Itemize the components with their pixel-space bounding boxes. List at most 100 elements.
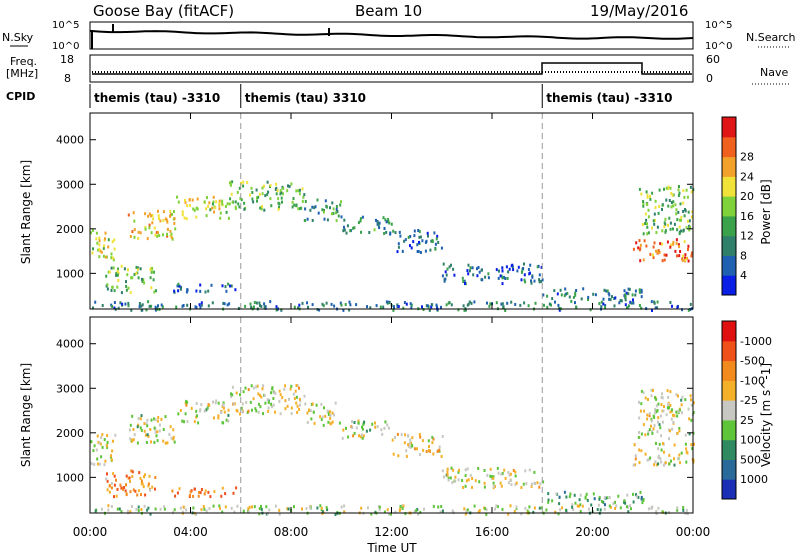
range-gate-cell <box>157 304 159 308</box>
range-gate-cell <box>653 218 656 222</box>
range-gate-cell <box>494 485 496 488</box>
range-gate-cell <box>215 200 218 204</box>
range-gate-cell <box>396 305 399 308</box>
range-gate-cell <box>504 277 507 280</box>
cpid-segment-label: themis (tau) 3310 <box>245 91 366 105</box>
range-gate-cell <box>179 506 182 510</box>
range-gate-cell <box>653 415 656 419</box>
range-gate-cell <box>298 386 300 390</box>
range-gate-cell <box>684 256 686 260</box>
range-gate-cell <box>119 301 122 305</box>
range-gate-cell <box>672 204 675 208</box>
range-gate-cell <box>131 414 134 418</box>
range-gate-cell <box>241 402 244 406</box>
range-gate-cell <box>676 228 679 232</box>
range-gate-cell <box>189 494 191 497</box>
range-gate-cell <box>685 508 688 512</box>
range-gate-cell <box>221 284 224 288</box>
range-gate-cell <box>218 504 221 508</box>
range-gate-cell <box>230 284 233 288</box>
range-gate-cell <box>323 217 326 221</box>
range-gate-cell <box>600 305 603 309</box>
range-gate-cell <box>346 224 349 228</box>
range-gate-cell <box>624 293 627 297</box>
range-gate-cell <box>421 439 424 443</box>
range-gate-cell <box>572 508 575 511</box>
range-gate-cell <box>533 279 536 283</box>
range-gate-cell <box>156 234 159 238</box>
range-gate-cell <box>481 278 484 282</box>
range-gate-cell <box>185 399 188 403</box>
range-gate-cell <box>195 409 198 413</box>
colorbar-tick-label: 100 <box>740 434 761 447</box>
range-gate-cell <box>546 305 549 309</box>
range-gate-cell <box>173 508 176 512</box>
colorbar-swatch <box>722 136 736 158</box>
range-gate-cell <box>587 298 589 301</box>
range-gate-cell <box>667 204 670 208</box>
range-gate-cell <box>203 492 206 496</box>
range-gate-cell <box>678 232 681 236</box>
range-gate-cell <box>137 236 140 240</box>
range-gate-cell <box>136 441 139 445</box>
range-gate-cell <box>93 463 96 466</box>
range-gate-cell <box>249 302 252 306</box>
range-gate-cell <box>222 406 225 410</box>
range-gate-cell <box>570 299 573 303</box>
range-gate-cell <box>399 234 402 238</box>
range-gate-cell <box>178 284 181 288</box>
range-gate-cell <box>484 275 487 279</box>
range-gate-cell <box>106 444 108 448</box>
range-gate-cell <box>154 418 157 422</box>
range-gate-cell <box>669 410 672 414</box>
range-gate-cell <box>603 507 606 511</box>
range-gate-cell <box>655 404 658 408</box>
range-gate-cell <box>514 470 517 474</box>
colorbar-tick-label: 25 <box>740 414 754 427</box>
range-gate-cell <box>279 189 282 193</box>
range-gate-cell <box>153 270 155 274</box>
range-gate-cell <box>264 194 267 198</box>
range-gate-cell <box>214 401 217 405</box>
range-gate-cell <box>579 509 582 513</box>
range-gate-cell <box>96 241 99 245</box>
noise-panel-frame <box>89 21 694 50</box>
range-gate-cell <box>451 509 454 513</box>
range-gate-cell <box>151 270 154 274</box>
range-gate-cell <box>192 207 195 211</box>
range-gate-cell <box>127 213 130 217</box>
range-gate-cell <box>352 434 355 438</box>
range-gate-cell <box>516 269 519 273</box>
range-gate-cell <box>212 200 215 204</box>
range-gate-cell <box>383 232 386 235</box>
range-gate-cell <box>619 299 622 303</box>
colorbar-swatch <box>722 419 736 441</box>
range-gate-cell <box>193 487 196 491</box>
range-gate-cell <box>261 186 264 190</box>
range-gate-cell <box>180 287 182 291</box>
range-gate-cell <box>286 189 289 193</box>
range-gate-cell <box>275 182 278 186</box>
range-gate-cell <box>348 308 351 312</box>
range-gate-cell <box>112 266 115 270</box>
range-gate-cell <box>688 219 691 223</box>
range-gate-cell <box>680 218 682 222</box>
range-gate-cell <box>376 221 379 225</box>
range-gate-cell <box>363 420 366 424</box>
range-gate-cell <box>496 505 499 509</box>
range-gate-cell <box>685 447 688 451</box>
range-gate-cell <box>436 234 439 238</box>
range-gate-cell <box>299 403 302 407</box>
range-gate-cell <box>660 460 663 464</box>
range-gate-cell <box>331 420 334 424</box>
range-gate-cell <box>327 420 330 424</box>
range-gate-cell <box>238 186 241 190</box>
range-gate-cell <box>586 498 589 502</box>
range-gate-cell <box>383 227 386 230</box>
range-gate-cell <box>677 210 680 214</box>
range-gate-cell <box>270 391 272 395</box>
range-gate-cell <box>280 196 283 200</box>
range-gate-cell <box>640 495 643 499</box>
range-gate-cell <box>452 468 455 472</box>
range-gate-cell <box>668 429 671 433</box>
